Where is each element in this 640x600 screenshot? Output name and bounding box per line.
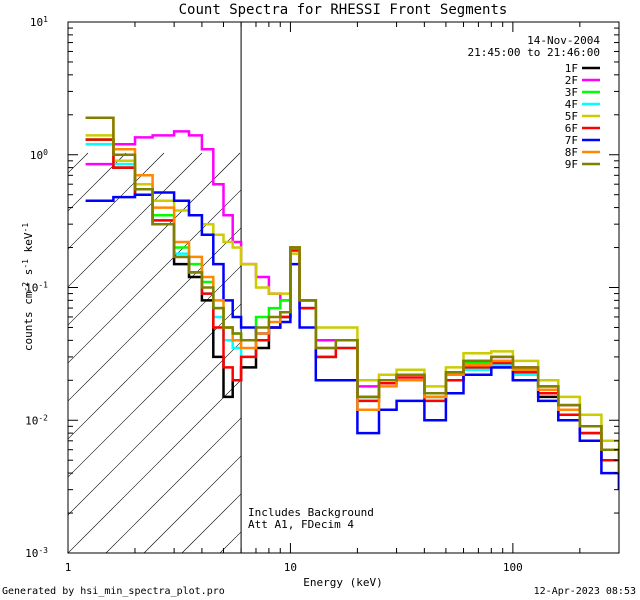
generated-by: Generated by hsi_min_spectra_plot.pro [2, 586, 225, 597]
y-axis-label: counts cm-2 s-1 keV-1 [21, 223, 36, 351]
date-label: 14-Nov-2004 [527, 34, 600, 47]
background-note: Includes Background [248, 506, 374, 519]
series-lines [85, 116, 619, 490]
x-tick-label: 1 [65, 561, 72, 574]
chart-title: Count Spectra for RHESSI Front Segments [179, 2, 508, 18]
hatch-line [68, 189, 242, 364]
decimation-note: Att A1, FDecim 4 [248, 518, 354, 531]
hatch-line [68, 152, 203, 288]
y-tick-label: 100 [30, 147, 48, 162]
hatch-line [68, 227, 242, 402]
hatch-line [68, 303, 242, 478]
hatch-line [68, 152, 165, 250]
hatch-line [68, 265, 242, 440]
legend-label: 9F [565, 158, 578, 171]
legend-label: 2F [565, 74, 578, 87]
legend-label: 6F [565, 122, 578, 135]
x-axis-label: Energy (keV) [303, 576, 382, 589]
hatch-line [143, 455, 242, 553]
legend-label: 1F [565, 62, 578, 75]
legend-label: 3F [565, 86, 578, 99]
legend-label: 8F [565, 146, 578, 159]
legend-label: 7F [565, 134, 578, 147]
y-tick-label: 101 [30, 15, 48, 30]
x-tick-label: 10 [284, 561, 297, 574]
hatch-line [105, 417, 242, 553]
y-tick-label: 10-2 [25, 413, 48, 428]
x-axis: 1 10 100 [65, 22, 620, 574]
hatch-line [68, 341, 242, 516]
footer-timestamp: 12-Apr-2023 08:53 [534, 586, 636, 597]
y-tick-label: 10-1 [25, 280, 48, 295]
x-tick-label: 100 [503, 561, 523, 574]
legend-label: 4F [565, 98, 578, 111]
y-tick-label: 10-3 [25, 546, 48, 561]
legend-label: 5F [565, 110, 578, 123]
series-9f [85, 116, 619, 474]
y-axis: 10-3 10-2 10-1 100 101 [25, 15, 619, 561]
time-range-label: 21:45:00 to 21:46:00 [468, 46, 600, 59]
hatch-line [68, 379, 242, 553]
